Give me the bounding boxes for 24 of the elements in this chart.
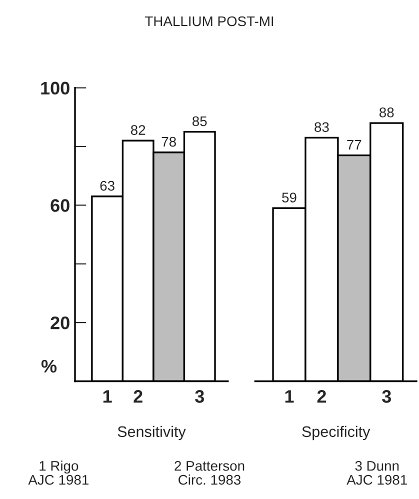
data-label: 78 bbox=[162, 136, 176, 147]
x-tick-label: 3 bbox=[195, 390, 204, 403]
data-label: 59 bbox=[282, 192, 296, 202]
x-tick-label: 1 bbox=[103, 390, 112, 403]
x-tick-label: 2 bbox=[134, 390, 142, 403]
y-tick-label: 100 bbox=[41, 82, 70, 95]
chart-title: THALLIUM POST-MI bbox=[144, 16, 274, 26]
data-label: 83 bbox=[314, 122, 329, 132]
data-label: 63 bbox=[100, 180, 114, 191]
text: 3 Dunn AJC 1981 bbox=[346, 460, 407, 485]
y-axis-title: % bbox=[41, 360, 57, 373]
y-tick-label: 20 bbox=[50, 316, 70, 330]
text: 1 Rigo AJC 1981 bbox=[28, 460, 88, 485]
y-tick-label: 60 bbox=[50, 199, 70, 212]
x-axis-title: Sensitivity bbox=[118, 426, 186, 440]
data-label: 85 bbox=[192, 116, 207, 126]
text: 2 Patterson Circ. 1983 bbox=[174, 460, 244, 485]
x-tick-label: 2 bbox=[317, 390, 326, 403]
x-axis-title: Specificity bbox=[302, 426, 370, 440]
data-label: 88 bbox=[380, 108, 394, 118]
x-tick-label: 1 bbox=[285, 390, 294, 403]
data-label: 82 bbox=[130, 125, 146, 135]
x-tick-label: 3 bbox=[382, 390, 391, 403]
data-label: 77 bbox=[347, 140, 362, 150]
